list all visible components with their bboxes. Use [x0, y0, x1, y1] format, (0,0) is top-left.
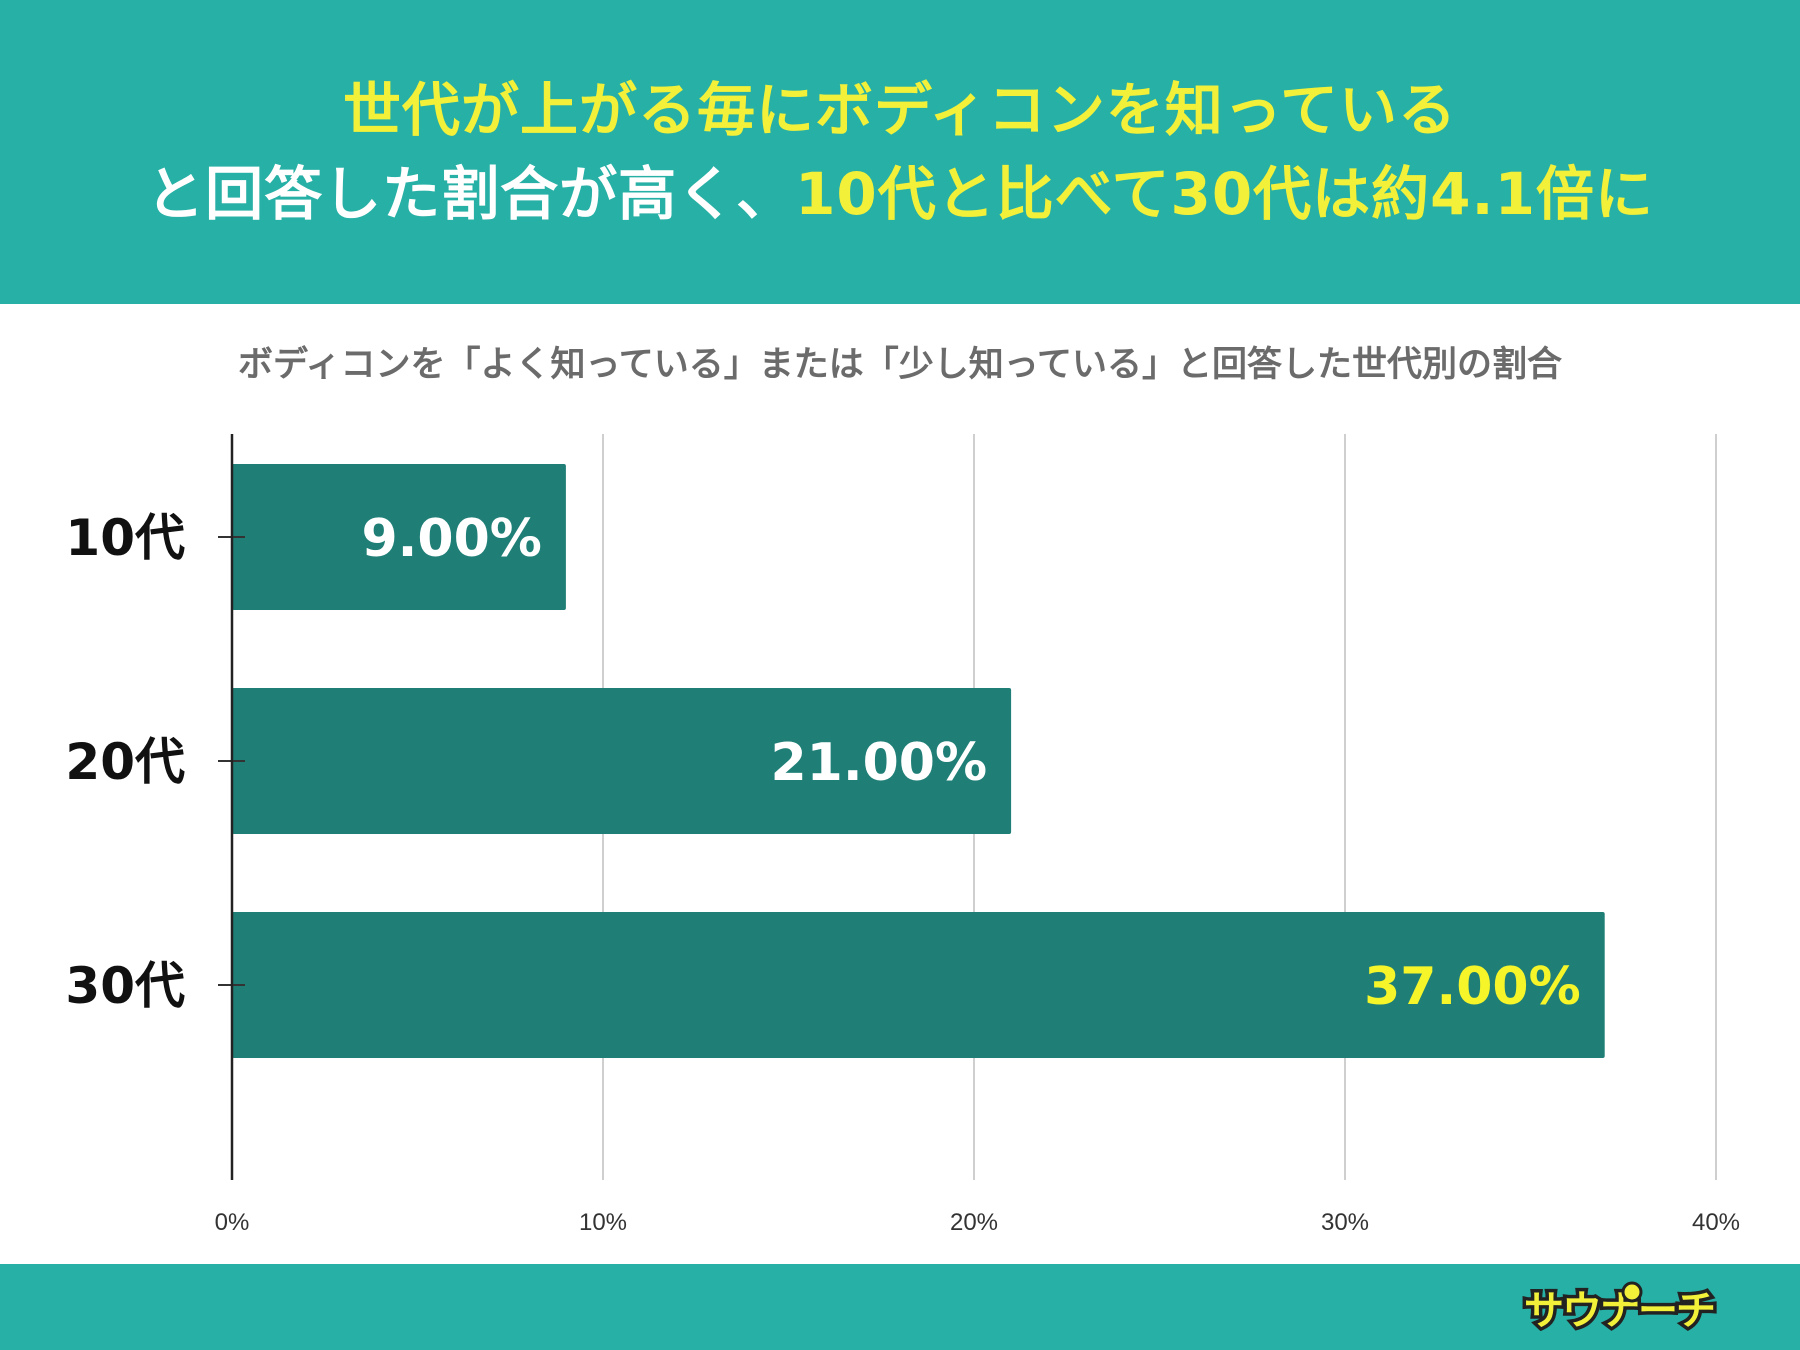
logo-mark-icon: サウナーチ: [1521, 1281, 1720, 1336]
footer-bar: サウナーチ: [0, 1264, 1800, 1350]
x-tick-label: 20%: [950, 1209, 998, 1236]
svg-text:サウナーチ: サウナーチ: [1524, 1288, 1714, 1334]
headline-line-2: と回答した割合が高く、10代と比べて30代は約4.1倍に: [146, 152, 1654, 236]
bar: [232, 464, 566, 610]
bar: [232, 688, 1012, 834]
chart-title: ボディコンを「よく知っている」または「少し知っている」と回答した世代別の割合: [237, 345, 1563, 385]
x-tick-label: 30%: [1321, 1209, 1369, 1236]
sauna-logo: サウナーチ: [1520, 1278, 1750, 1336]
data-label: 37.00%: [1364, 957, 1581, 1017]
bar-chart: 0% 10% 20% 30% 40% 10代 9.00% 20代 21.00% 30代 37.00%: [65, 434, 1740, 1236]
x-tick-label: 40%: [1692, 1209, 1740, 1236]
category-label: 10代: [65, 509, 185, 567]
bar: [232, 912, 1605, 1058]
headline-line-1-text: 世代が上がる毎にボディコンを知っている: [342, 76, 1458, 144]
headline-line-2-white: と回答した割合が高く、: [146, 160, 796, 228]
header-banner: 世代が上がる毎にボディコンを知っている と回答した割合が高く、10代と比べて30…: [0, 0, 1800, 304]
x-tick-label: 10%: [579, 1209, 627, 1236]
category-label: 30代: [65, 957, 185, 1015]
headline-line-2-yellow: 10代と比べて30代は約4.1倍に: [795, 160, 1654, 228]
data-label: 9.00%: [361, 509, 541, 569]
category-label: 20代: [65, 733, 185, 791]
data-label: 21.00%: [771, 733, 988, 793]
x-tick-label: 0%: [215, 1209, 250, 1236]
headline-line-1: 世代が上がる毎にボディコンを知っている: [343, 68, 1457, 152]
